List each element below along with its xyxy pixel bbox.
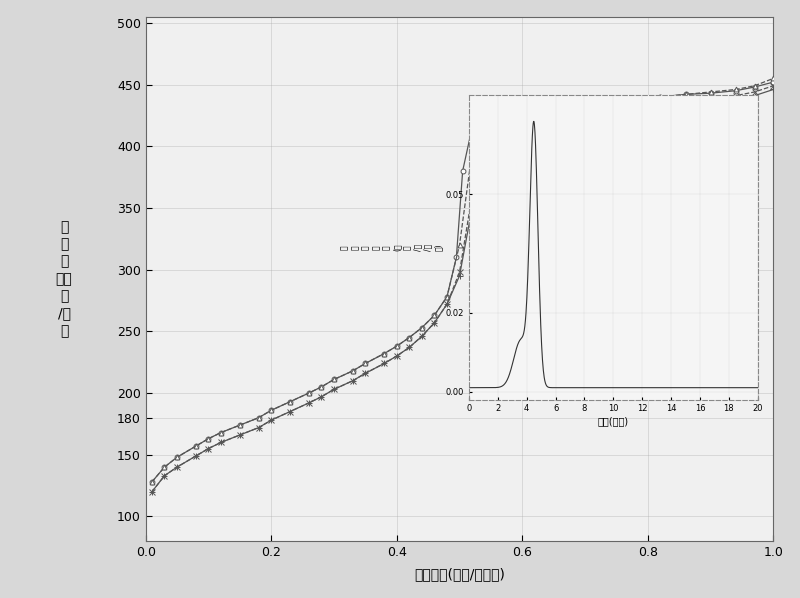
Text: 吸
附
量
（毫
升
/克
）: 吸 附 量 （毫 升 /克 ） (56, 220, 73, 338)
X-axis label: 相对压力(分压/大气压): 相对压力(分压/大气压) (414, 568, 505, 581)
